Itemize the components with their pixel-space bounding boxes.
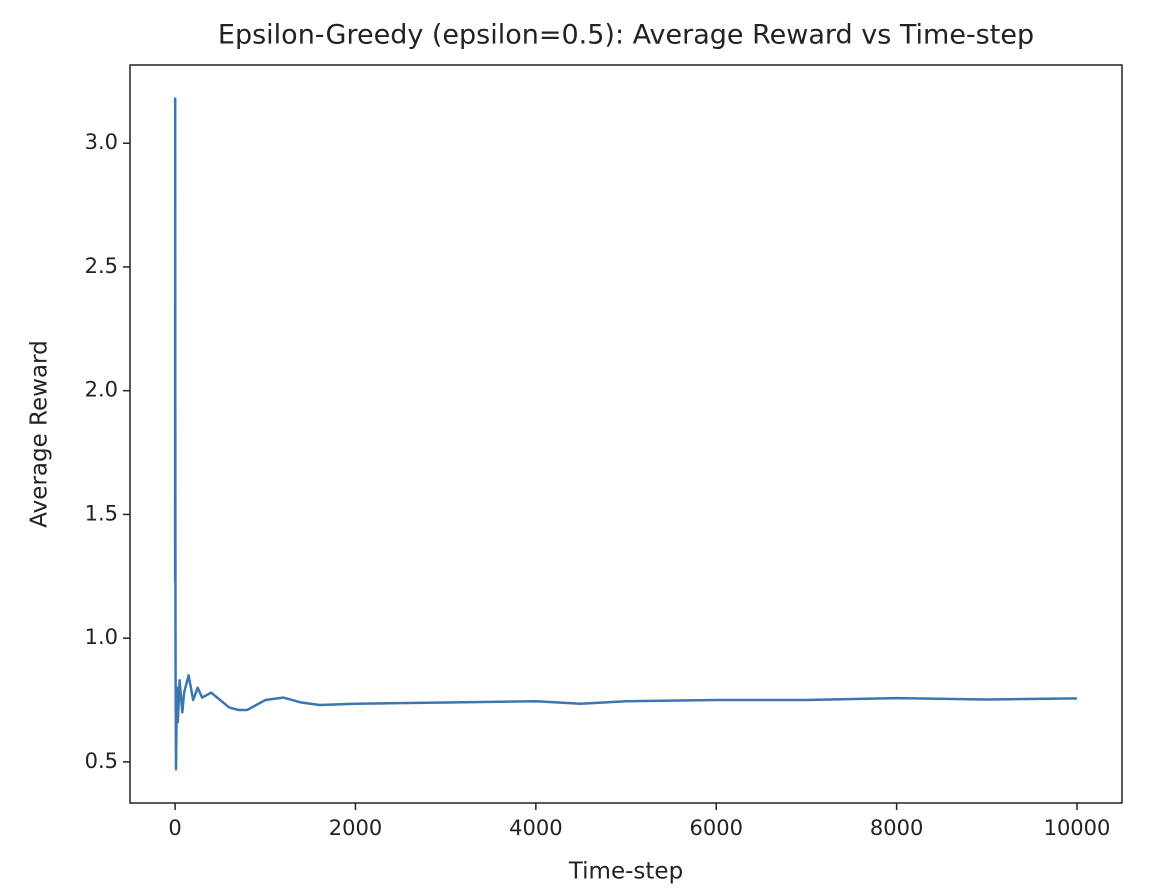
y-tick-label: 3.0 — [85, 130, 118, 154]
x-axis-label: Time-step — [568, 859, 683, 885]
y-tick-label: 1.0 — [85, 625, 118, 649]
x-tick-label: 8000 — [870, 816, 923, 840]
plot-frame — [129, 64, 1123, 804]
chart-title: Epsilon-Greedy (epsilon=0.5): Average Re… — [218, 20, 1034, 51]
y-tick-label: 0.5 — [85, 749, 118, 773]
y-axis-label: Average Reward — [27, 340, 53, 527]
x-tick-label: 2000 — [329, 816, 382, 840]
y-tick-label: 2.5 — [85, 254, 118, 278]
x-tick-label: 10000 — [1044, 816, 1111, 840]
data-line — [173, 97, 1077, 771]
y-tick-label: 2.0 — [85, 378, 118, 402]
x-tick-label: 6000 — [690, 816, 743, 840]
x-tick-label: 0 — [168, 816, 181, 840]
y-tick-label: 1.5 — [85, 501, 118, 525]
x-tick-label: 4000 — [509, 816, 562, 840]
